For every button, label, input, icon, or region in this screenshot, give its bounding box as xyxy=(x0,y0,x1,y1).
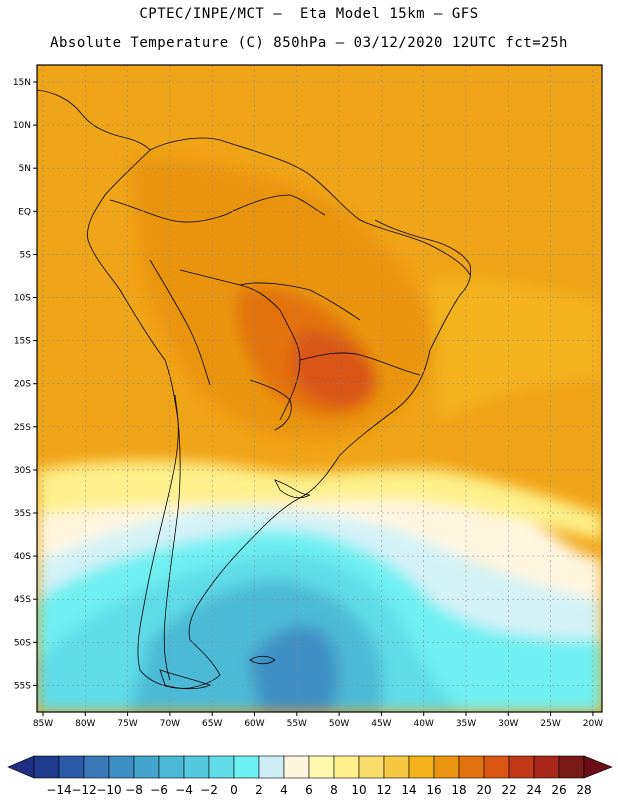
border-brazil-states xyxy=(239,282,421,376)
lon-label: 40W xyxy=(414,719,434,729)
colorbar-label: 18 xyxy=(451,783,466,797)
lon-label: 55W xyxy=(287,719,307,729)
lat-label: 5N xyxy=(19,164,31,174)
lat-label: 40S xyxy=(14,552,31,562)
colorbar-swatch xyxy=(208,755,235,779)
lon-label: 30W xyxy=(498,719,518,729)
colorbar-swatch xyxy=(383,755,410,779)
rio-de-la-plata xyxy=(274,479,311,499)
colorbar-swatch xyxy=(558,755,585,779)
chart-title: CPTEC/INPE/MCT – Eta Model 15km – GFS xyxy=(139,6,479,22)
colorbar-swatch xyxy=(508,755,535,779)
colorbar-swatch xyxy=(308,755,335,779)
border-venezuela xyxy=(224,194,326,216)
lat-label: 15S xyxy=(14,337,31,347)
lat-label: 30S xyxy=(14,466,31,476)
central-america-coast xyxy=(37,89,151,151)
border-paraguay xyxy=(249,379,292,431)
lat-label: 25S xyxy=(14,423,31,433)
lat-label: EQ xyxy=(18,207,31,217)
lon-label: 85W xyxy=(33,719,53,729)
lon-label: 20W xyxy=(583,719,603,729)
colorbar-swatch xyxy=(258,755,285,779)
colorbar-swatch xyxy=(358,755,385,779)
lon-label: 70W xyxy=(160,719,180,729)
lat-label: 45S xyxy=(14,595,31,605)
colorbar-swatch xyxy=(33,755,60,779)
colorbar-swatch xyxy=(283,755,310,779)
colorbar-label: −14 xyxy=(46,783,71,797)
colorbar-tick-labels: −14 −12 −10 −8 −6 −4 −2 0 2 4 6 8 10 12 14 16 18 20 22 24 26… xyxy=(46,783,591,797)
lon-label: 60W xyxy=(244,719,264,729)
colorbar-label: −6 xyxy=(150,783,168,797)
colorbar-swatch xyxy=(333,755,360,779)
colorbar-swatch xyxy=(533,755,560,779)
lon-label: 75W xyxy=(117,719,137,729)
lat-label: 20S xyxy=(14,380,31,390)
lat-label: 10S xyxy=(14,294,31,304)
colorbar-overflow-triangle xyxy=(583,755,613,779)
colorbar-label: 6 xyxy=(305,783,313,797)
colorbar-label: −2 xyxy=(200,783,218,797)
lon-label: 45W xyxy=(371,719,391,729)
lat-label: 10N xyxy=(13,121,31,131)
colorbar-label: 26 xyxy=(551,783,566,797)
colorbar-label: 14 xyxy=(401,783,416,797)
colorbar-label: 0 xyxy=(230,783,238,797)
colorbar-swatch xyxy=(458,755,485,779)
colorbar-swatch xyxy=(83,755,110,779)
colorbar-label: 22 xyxy=(501,783,516,797)
lon-label: 50W xyxy=(329,719,349,729)
lat-label: 55S xyxy=(14,681,31,691)
colorbar-label: 4 xyxy=(280,783,288,797)
colorbar-swatch xyxy=(483,755,510,779)
colorbar-label: 10 xyxy=(351,783,366,797)
latitude-tick-labels: 15N 10N 5N EQ 5S 10S 15S 20S 25S 30S 35S 40S 45S 50S 5… xyxy=(13,78,37,691)
lon-label: 25W xyxy=(540,719,560,729)
colorbar-swatch xyxy=(108,755,135,779)
colorbar-swatch xyxy=(408,755,435,779)
colorbar-swatch xyxy=(433,755,460,779)
temperature-field xyxy=(37,65,602,712)
colorbar-swatch xyxy=(133,755,160,779)
colorbar-label: 28 xyxy=(576,783,591,797)
lon-label: 35W xyxy=(456,719,476,729)
lat-label: 5S xyxy=(20,250,32,260)
colorbar xyxy=(7,755,613,779)
colorbar-label: 24 xyxy=(526,783,541,797)
lat-label: 50S xyxy=(14,638,31,648)
colorbar-label: −4 xyxy=(175,783,193,797)
colorbar-swatch xyxy=(58,755,85,779)
colorbar-swatch xyxy=(158,755,185,779)
colorbar-underflow-triangle xyxy=(7,755,35,779)
border-argentina-chile xyxy=(163,394,181,681)
colorbar-label: 2 xyxy=(255,783,263,797)
longitude-tick-labels: 85W 80W 75W 70W 65W 60W 55W 50W 45W 40W 35W 30W 25W 2… xyxy=(33,712,603,729)
lon-label: 65W xyxy=(202,719,222,729)
lat-label: 15N xyxy=(13,78,31,88)
lat-label: 35S xyxy=(14,509,31,519)
caribbean-coast xyxy=(149,137,471,276)
south-america-coast xyxy=(87,149,472,689)
colorbar-swatch xyxy=(233,755,260,779)
colorbar-swatch xyxy=(183,755,210,779)
border-peru-bolivia xyxy=(149,259,211,386)
colorbar-label: −12 xyxy=(71,783,96,797)
colorbar-label: −10 xyxy=(96,783,121,797)
colorbar-label: −8 xyxy=(125,783,143,797)
chart-subtitle: Absolute Temperature (C) 850hPa – 03/12/… xyxy=(50,35,568,51)
tierra-del-fuego xyxy=(159,669,212,690)
colorbar-label: 16 xyxy=(426,783,441,797)
falkland-islands xyxy=(249,655,276,665)
colorbar-label: 12 xyxy=(376,783,391,797)
lon-label: 80W xyxy=(75,719,95,729)
colorbar-label: 20 xyxy=(476,783,491,797)
colorbar-label: 8 xyxy=(330,783,338,797)
map-frame xyxy=(36,64,603,713)
graticule xyxy=(37,65,602,712)
